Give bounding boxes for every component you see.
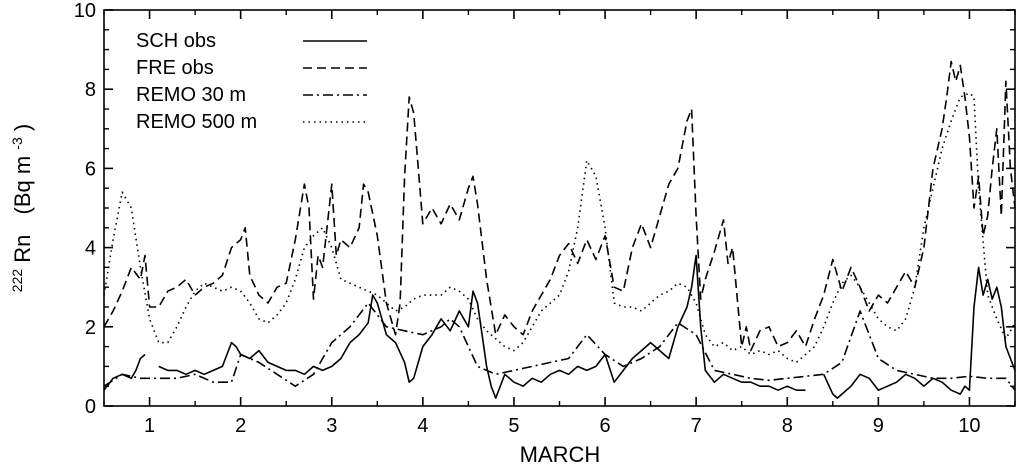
x-tick-label: 6 [599, 415, 610, 437]
series-line-2 [103, 60, 1016, 352]
legend: SCH obs FRE obs REMO 30 m REMO 500 m [136, 30, 367, 133]
x-tick-label: 2 [235, 415, 246, 437]
x-tick-label: 3 [326, 415, 337, 437]
tick-group: 1 2 3 4 5 6 7 8 9 10 0 2 4 6 8 10 [74, 0, 1016, 437]
y-axis-title-main: Rn [10, 235, 35, 263]
y-tick-label: 10 [74, 0, 96, 22]
x-tick-label: 1 [144, 415, 155, 437]
x-tick-label: 4 [417, 415, 428, 437]
x-tick-label: 7 [691, 415, 702, 437]
plot-frame [103, 9, 1016, 407]
y-axis-title-unit: (Bq m [10, 156, 35, 215]
series-group [103, 60, 1016, 399]
series-line-1 [103, 254, 1016, 399]
y-tick-label: 6 [85, 158, 96, 180]
y-axis-title: 222 Rn (Bq m -3 ) [2, 124, 35, 292]
y-tick-label: 8 [85, 79, 96, 101]
x-tick-label: 10 [958, 415, 980, 437]
legend-label: REMO 30 m [136, 84, 246, 106]
y-tick-label: 4 [85, 238, 96, 260]
y-axis-title-unit-exponent: -3 [9, 137, 25, 150]
y-tick-label: 2 [85, 317, 96, 339]
x-axis-title: MARCH [520, 442, 601, 467]
y-axis-title-unit-close: ) [10, 124, 35, 131]
x-tick-label: 8 [782, 415, 793, 437]
svg-text:222 Rn (Bq m: 222 Rn (Bq m -3 ) [2, 124, 35, 292]
series-line-4 [103, 92, 1016, 364]
x-tick-label: 5 [508, 415, 519, 437]
legend-label: SCH obs [136, 30, 216, 52]
legend-label: REMO 500 m [136, 111, 257, 133]
x-tick-label: 9 [873, 415, 884, 437]
series-line-3 [103, 302, 1016, 391]
y-axis-title-superscript: 222 [9, 269, 25, 293]
legend-label: FRE obs [136, 57, 214, 79]
y-tick-label: 0 [85, 396, 96, 418]
